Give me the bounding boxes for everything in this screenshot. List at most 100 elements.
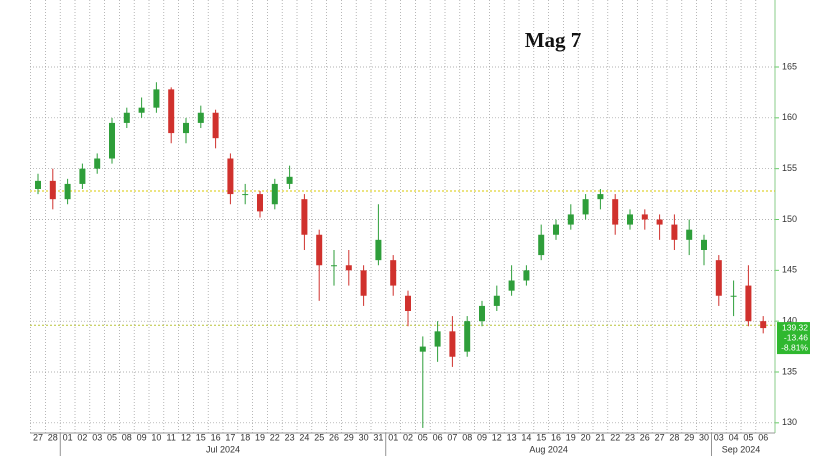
candle-body [405, 295, 411, 311]
x-tick-label: 05 [743, 432, 753, 442]
candle-body [183, 122, 189, 134]
candle-body [109, 122, 115, 159]
x-tick-label: 16 [551, 432, 561, 442]
x-tick-label: 18 [240, 432, 250, 442]
last-price: 139.32 [782, 322, 808, 332]
x-tick-label: 21 [595, 432, 605, 442]
candle-body [153, 89, 160, 108]
x-tick-label: 07 [447, 432, 457, 442]
candle-body [730, 295, 737, 297]
change-pct: -8.81% [781, 342, 808, 352]
candle-body [375, 239, 382, 261]
candle-body [316, 234, 323, 266]
candle-body [582, 199, 589, 215]
y-tick-label: 150 [782, 214, 797, 224]
x-tick-label: 10 [151, 432, 161, 442]
candle-body [627, 214, 633, 225]
y-tick-label: 145 [782, 265, 797, 275]
x-tick-label: 08 [462, 432, 472, 442]
candle-body [434, 331, 441, 347]
candle-body [242, 194, 249, 196]
x-tick-label: 20 [581, 432, 591, 442]
x-tick-label: 29 [344, 432, 354, 442]
candle-body [94, 158, 101, 169]
x-tick-label: 04 [729, 432, 739, 442]
candle-body [64, 183, 71, 200]
candle-body [390, 260, 397, 286]
x-tick-label: 23 [285, 432, 295, 442]
candle-body [197, 112, 204, 123]
x-tick-label: 19 [566, 432, 576, 442]
month-label: Aug 2024 [529, 444, 568, 454]
candle-body [671, 224, 678, 240]
x-tick-label: 01 [388, 432, 398, 442]
x-tick-label: 11 [167, 432, 176, 442]
x-tick-label: 14 [521, 432, 531, 442]
y-tick-label: 160 [782, 112, 797, 122]
candle-body [360, 270, 367, 296]
x-tick-label: 16 [211, 432, 221, 442]
candle-body [701, 239, 707, 250]
x-tick-label: 17 [225, 432, 235, 442]
candle-body [419, 346, 426, 352]
x-tick-label: 08 [122, 432, 132, 442]
x-tick-label: 25 [314, 432, 324, 442]
x-tick-label: 28 [669, 432, 679, 442]
candle-body [612, 199, 619, 225]
month-label: Sep 2024 [722, 444, 761, 454]
candle-body [656, 219, 663, 225]
x-tick-label: 02 [77, 432, 87, 442]
candle-body [508, 280, 515, 291]
x-tick-label: 03 [714, 432, 724, 442]
candle-body [49, 180, 56, 200]
x-tick-label: 03 [92, 432, 102, 442]
candle-body [597, 194, 604, 200]
candle-body [715, 260, 722, 296]
y-tick-label: 130 [782, 417, 797, 427]
candle-body [464, 321, 471, 352]
x-tick-label: 24 [299, 432, 309, 442]
candle-body [553, 224, 559, 235]
candle-body [641, 214, 648, 220]
candle-body [168, 89, 175, 134]
candle-body [227, 158, 234, 195]
x-tick-label: 12 [181, 432, 191, 442]
x-tick-label: 15 [196, 432, 206, 442]
x-tick-label: 02 [403, 432, 413, 442]
candle-body [212, 112, 219, 139]
x-tick-label: 15 [536, 432, 546, 442]
candle-body [123, 112, 130, 123]
x-tick-label: 30 [359, 432, 369, 442]
y-tick-label: 155 [782, 163, 797, 173]
x-tick-label: 13 [507, 432, 517, 442]
y-tick-label: 165 [782, 61, 797, 71]
candle-body [449, 331, 456, 357]
x-tick-label: 27 [33, 432, 43, 442]
candle-body [538, 234, 545, 256]
candle-body [138, 107, 145, 113]
candle-body [331, 265, 337, 267]
candle-body [523, 270, 530, 281]
x-tick-label: 28 [48, 432, 58, 442]
x-tick-label: 09 [137, 432, 147, 442]
change: -13.46 [784, 332, 808, 342]
x-tick-label: 01 [63, 432, 73, 442]
candle-body [301, 199, 308, 235]
candle-body [257, 194, 263, 212]
x-tick-label: 26 [640, 432, 650, 442]
x-tick-label: 22 [610, 432, 620, 442]
x-tick-label: 22 [270, 432, 280, 442]
x-tick-label: 06 [758, 432, 768, 442]
x-tick-label: 29 [684, 432, 694, 442]
x-tick-label: 27 [655, 432, 665, 442]
y-tick-label: 140 [782, 316, 797, 326]
price-box [777, 322, 810, 355]
candle-body [493, 295, 500, 306]
x-tick-label: 26 [329, 432, 339, 442]
x-tick-label: 09 [477, 432, 487, 442]
candle-body [686, 229, 693, 240]
month-label: Jul 2024 [206, 444, 240, 454]
candle-body [760, 321, 767, 329]
